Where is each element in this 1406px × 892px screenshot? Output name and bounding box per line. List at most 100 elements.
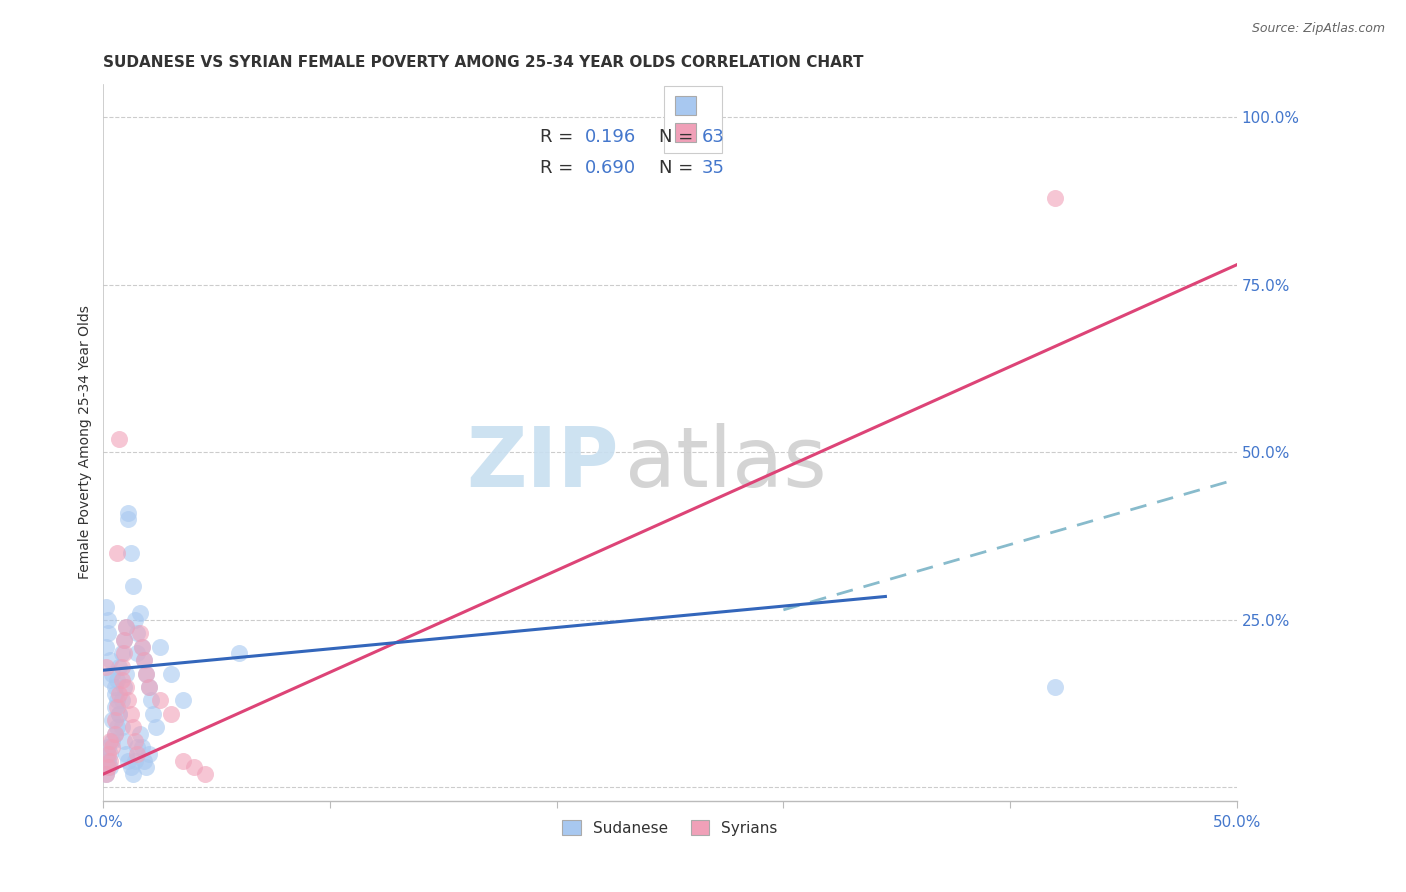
Point (127, 626, 149, 640)
Point (127, 647, 149, 661)
Point (124, 754, 146, 768)
Legend: Sudanese, Syrians: Sudanese, Syrians (554, 813, 786, 844)
Point (120, 706, 142, 721)
Point (94, 660, 117, 674)
Point (135, 666, 157, 681)
Point (120, 546, 142, 560)
Point (135, 666, 157, 681)
Point (98, 733, 121, 747)
Point (115, 620, 138, 634)
Point (117, 693, 139, 707)
Point (1045, 191, 1067, 205)
Point (104, 714, 127, 728)
Point (112, 733, 135, 747)
Point (194, 767, 217, 781)
Point (110, 660, 132, 674)
Point (112, 680, 135, 694)
Point (105, 693, 128, 707)
Point (139, 693, 162, 707)
Text: 35: 35 (702, 160, 725, 178)
Point (94, 640, 117, 654)
Point (101, 666, 124, 681)
Point (128, 626, 150, 640)
Text: R =: R = (540, 160, 579, 178)
Point (105, 673, 128, 688)
Point (108, 660, 131, 674)
Point (135, 760, 157, 774)
Point (112, 633, 135, 648)
Point (183, 760, 205, 774)
Text: atlas: atlas (624, 424, 827, 504)
Point (134, 754, 156, 768)
Text: ZIP: ZIP (467, 424, 619, 504)
Point (98, 754, 121, 768)
Point (105, 720, 128, 734)
Point (105, 700, 128, 714)
Point (115, 680, 138, 694)
Point (94, 767, 117, 781)
Point (97, 747, 120, 761)
Point (110, 693, 132, 707)
Point (172, 754, 194, 768)
Point (127, 747, 149, 761)
Text: R =: R = (540, 128, 579, 146)
Point (127, 740, 149, 755)
Point (160, 666, 183, 681)
Point (94, 767, 117, 781)
Point (117, 506, 139, 520)
Point (97, 754, 120, 768)
Point (110, 647, 132, 661)
Point (131, 740, 153, 755)
Point (98, 653, 121, 667)
Point (1045, 680, 1067, 694)
Point (117, 512, 139, 526)
Point (228, 647, 250, 661)
Point (138, 680, 160, 694)
Point (108, 432, 131, 446)
Point (128, 606, 150, 620)
Point (160, 706, 183, 721)
Text: Source: ZipAtlas.com: Source: ZipAtlas.com (1251, 22, 1385, 36)
Point (121, 767, 143, 781)
Point (112, 647, 135, 661)
Point (108, 706, 131, 721)
Point (121, 720, 143, 734)
Point (124, 613, 146, 627)
Point (108, 706, 131, 721)
Text: 0.196: 0.196 (585, 128, 637, 146)
Point (131, 640, 153, 654)
Point (98, 747, 121, 761)
Text: N =: N = (659, 160, 699, 178)
Text: N =: N = (659, 128, 699, 146)
Point (138, 680, 160, 694)
Point (97, 760, 120, 774)
Point (120, 760, 142, 774)
Text: 63: 63 (702, 128, 724, 146)
Point (134, 653, 156, 667)
Point (101, 733, 124, 747)
Point (110, 673, 132, 688)
Text: 0.690: 0.690 (585, 160, 636, 178)
Point (145, 720, 167, 734)
Point (112, 633, 135, 648)
Point (104, 727, 127, 741)
Point (115, 620, 138, 634)
Point (115, 747, 138, 761)
Y-axis label: Female Poverty Among 25-34 Year Olds: Female Poverty Among 25-34 Year Olds (79, 305, 93, 579)
Point (124, 733, 146, 747)
Point (108, 687, 131, 701)
Point (172, 693, 194, 707)
Point (97, 613, 120, 627)
Point (142, 706, 165, 721)
Point (138, 747, 160, 761)
Point (101, 740, 124, 755)
Point (121, 579, 143, 593)
Point (149, 693, 172, 707)
Point (94, 599, 117, 614)
Point (104, 680, 127, 694)
Text: SUDANESE VS SYRIAN FEMALE POVERTY AMONG 25-34 YEAR OLDS CORRELATION CHART: SUDANESE VS SYRIAN FEMALE POVERTY AMONG … (104, 55, 863, 70)
Point (149, 640, 172, 654)
Point (98, 673, 121, 688)
Point (97, 740, 120, 755)
Point (131, 640, 153, 654)
